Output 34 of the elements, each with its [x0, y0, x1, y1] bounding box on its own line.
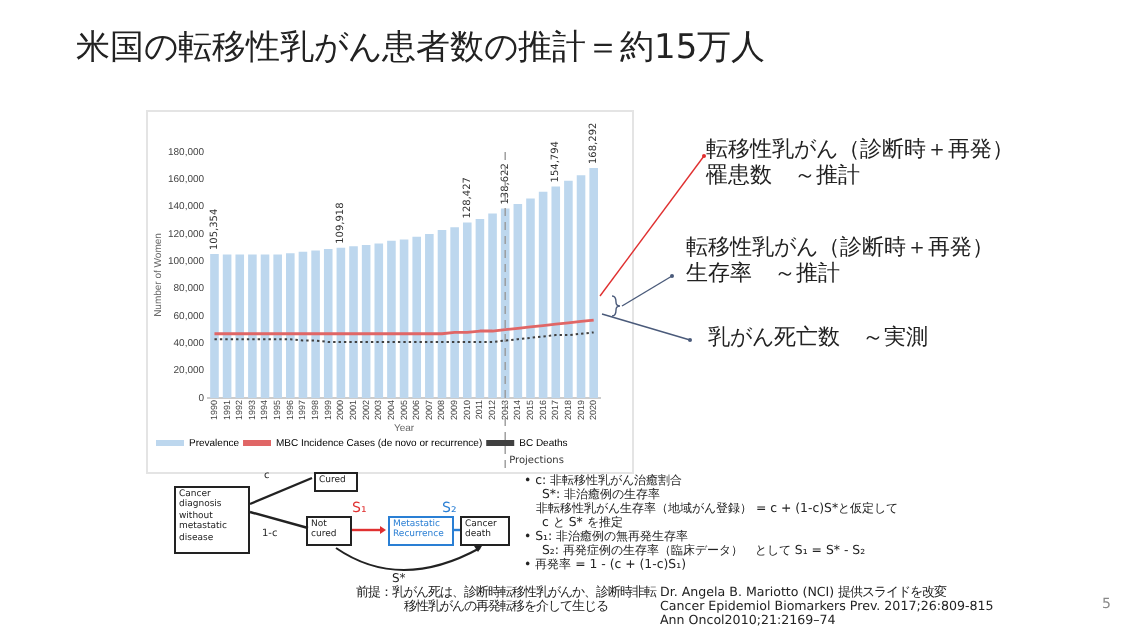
- text: 乳がん死亡数 ～実測: [708, 324, 928, 352]
- chart-title: 米国の転移性乳がん患者数の推計＝約15万人: [76, 26, 766, 70]
- text: 転移性乳がん（診断時＋再発）罹患数 ～推計: [706, 136, 1016, 189]
- bar: [210, 254, 219, 398]
- bar: [349, 246, 358, 398]
- bar: [564, 180, 573, 398]
- bar: [387, 240, 396, 398]
- bar: [248, 254, 257, 398]
- bar: [437, 229, 447, 398]
- bar: [336, 247, 346, 398]
- bar: [412, 236, 422, 398]
- bar: [235, 254, 245, 398]
- bar: [374, 243, 384, 398]
- bar: [425, 233, 434, 398]
- bar: [222, 254, 232, 398]
- bar: [260, 254, 270, 398]
- bar: [450, 227, 459, 398]
- bar: [488, 213, 497, 398]
- bar: [576, 175, 586, 398]
- bar: [526, 198, 535, 398]
- bar: [513, 203, 523, 398]
- bar: [551, 186, 561, 398]
- bar: [273, 254, 282, 398]
- bar: [323, 249, 333, 398]
- text: 転移性乳がん（診断時＋再発）生存率 ～推計: [686, 234, 996, 287]
- bar: [475, 218, 485, 398]
- bar: [361, 244, 371, 398]
- bar: [298, 251, 308, 398]
- bar: [399, 239, 409, 398]
- bar: [589, 168, 598, 398]
- bar: [538, 191, 548, 398]
- bar: [462, 222, 472, 398]
- bar: [286, 253, 295, 398]
- bar: [311, 250, 320, 398]
